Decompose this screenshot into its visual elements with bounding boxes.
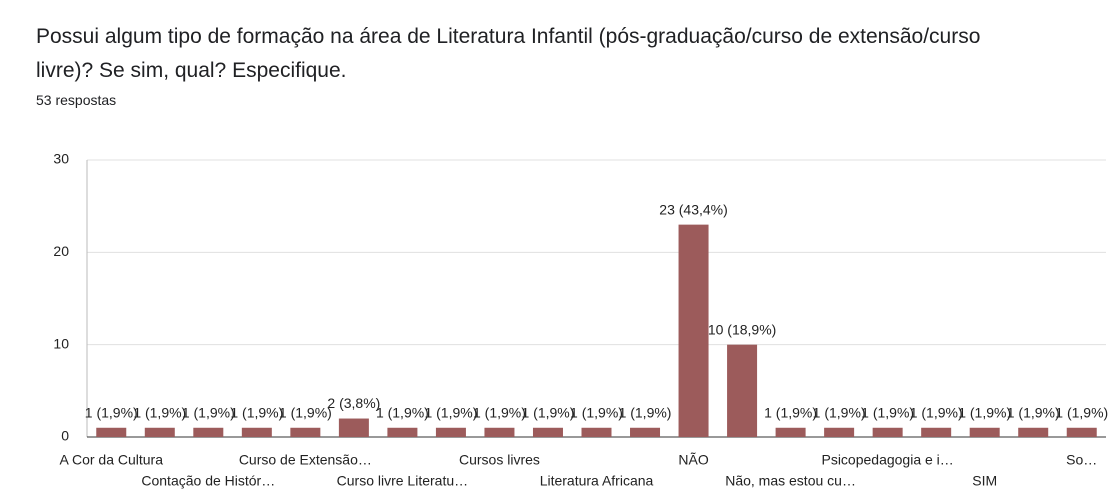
bar bbox=[144, 427, 175, 437]
bar bbox=[241, 427, 272, 437]
y-tick-label: 0 bbox=[61, 428, 69, 444]
data-label: 1 (1,9%) bbox=[424, 404, 477, 420]
x-tick-label: Literatura Africana bbox=[540, 473, 654, 489]
x-tick-label: Contação de Histór… bbox=[141, 473, 275, 489]
x-tick-label: Cursos livres bbox=[459, 452, 540, 468]
data-label: 1 (1,9%) bbox=[376, 404, 429, 420]
data-label: 1 (1,9%) bbox=[570, 404, 623, 420]
x-tick-label: So… bbox=[1066, 452, 1097, 468]
data-label: 1 (1,9%) bbox=[85, 404, 138, 420]
x-tick-label: NÃO bbox=[678, 452, 708, 468]
data-label: 1 (1,9%) bbox=[133, 404, 186, 420]
data-label: 1 (1,9%) bbox=[1007, 404, 1060, 420]
bar bbox=[532, 427, 563, 437]
y-tick-label: 30 bbox=[53, 151, 69, 167]
bar bbox=[1066, 427, 1097, 437]
bar bbox=[435, 427, 466, 437]
data-label: 10 (18,9%) bbox=[708, 321, 776, 337]
bar bbox=[727, 344, 758, 437]
data-label: 1 (1,9%) bbox=[958, 404, 1011, 420]
bar bbox=[969, 427, 1000, 437]
data-label: 1 (1,9%) bbox=[1055, 404, 1108, 420]
bar bbox=[387, 427, 418, 437]
bar bbox=[290, 427, 321, 437]
x-tick-label: Psicopedagogia e i… bbox=[821, 452, 953, 468]
data-label: 1 (1,9%) bbox=[619, 404, 672, 420]
bar bbox=[484, 427, 515, 437]
bar bbox=[581, 427, 612, 437]
bar bbox=[96, 427, 127, 437]
x-tick-label: Curso de Extensão… bbox=[239, 452, 372, 468]
x-tick-label: Curso livre Literatu… bbox=[337, 473, 469, 489]
bar bbox=[630, 427, 661, 437]
data-label: 1 (1,9%) bbox=[182, 404, 235, 420]
data-label: 23 (43,4%) bbox=[659, 201, 727, 217]
data-label: 1 (1,9%) bbox=[522, 404, 575, 420]
x-tick-label: A Cor da Cultura bbox=[60, 452, 164, 468]
data-label: 1 (1,9%) bbox=[473, 404, 526, 420]
x-tick-label: SIM bbox=[972, 473, 997, 489]
bar bbox=[678, 224, 709, 437]
bar bbox=[824, 427, 855, 437]
bar bbox=[338, 418, 369, 437]
x-tick-label: Não, mas estou cu… bbox=[725, 473, 856, 489]
bar bbox=[1018, 427, 1049, 437]
chart-subtitle: 53 respostas bbox=[36, 92, 117, 108]
data-label: 1 (1,9%) bbox=[279, 404, 332, 420]
y-tick-label: 20 bbox=[53, 243, 69, 259]
data-label: 1 (1,9%) bbox=[910, 404, 963, 420]
bar bbox=[193, 427, 224, 437]
y-tick-label: 10 bbox=[53, 335, 69, 351]
bar bbox=[775, 427, 806, 437]
bar bbox=[872, 427, 903, 437]
data-label: 1 (1,9%) bbox=[764, 404, 817, 420]
chart-title: Possui algum tipo de formação na área de… bbox=[36, 25, 981, 82]
data-label: 1 (1,9%) bbox=[813, 404, 866, 420]
bar bbox=[921, 427, 952, 437]
data-label: 1 (1,9%) bbox=[230, 404, 283, 420]
data-label: 1 (1,9%) bbox=[861, 404, 914, 420]
data-label: 2 (3,8%) bbox=[327, 395, 380, 411]
